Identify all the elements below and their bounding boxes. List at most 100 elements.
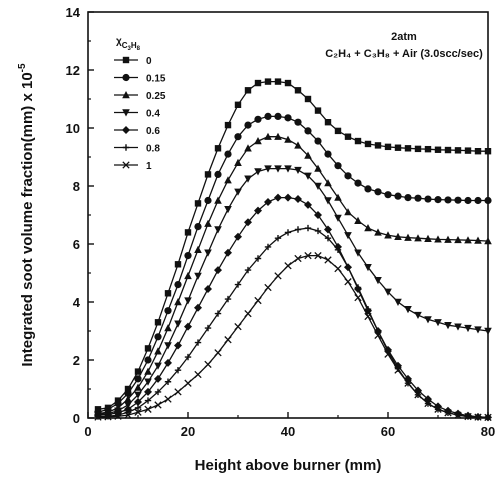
data-point bbox=[284, 79, 292, 87]
data-point bbox=[284, 262, 292, 270]
y-tick-label: 4 bbox=[73, 295, 81, 310]
y-tick-label: 6 bbox=[73, 237, 80, 252]
data-point bbox=[434, 235, 442, 243]
legend-marker bbox=[122, 91, 130, 99]
data-point bbox=[294, 254, 302, 263]
data-point bbox=[244, 175, 252, 183]
data-point bbox=[344, 133, 352, 140]
data-point bbox=[134, 404, 142, 412]
y-tick-label: 12 bbox=[66, 63, 80, 78]
data-point bbox=[194, 272, 202, 280]
data-point bbox=[384, 288, 392, 296]
legend-title: χC3H8 bbox=[116, 36, 141, 52]
data-point bbox=[474, 196, 482, 205]
data-point bbox=[314, 107, 322, 114]
data-point bbox=[464, 196, 472, 205]
data-point bbox=[234, 101, 242, 108]
data-point bbox=[194, 339, 202, 346]
data-point bbox=[464, 147, 472, 154]
data-point bbox=[394, 192, 402, 200]
data-point bbox=[124, 389, 132, 397]
data-point bbox=[134, 383, 142, 391]
data-point bbox=[164, 324, 172, 332]
series-line bbox=[97, 254, 489, 419]
series-0 bbox=[94, 78, 492, 413]
data-point bbox=[174, 281, 182, 289]
legend-item: 0.25 bbox=[114, 91, 166, 102]
data-point bbox=[214, 226, 222, 234]
x-axis-title: Height above burner (mm) bbox=[195, 457, 382, 474]
data-point bbox=[414, 311, 422, 320]
data-point bbox=[314, 137, 322, 145]
data-point bbox=[144, 345, 152, 352]
data-point bbox=[234, 281, 242, 288]
data-point bbox=[134, 368, 142, 375]
data-point bbox=[204, 219, 212, 227]
data-point bbox=[194, 223, 202, 231]
legend-title-h-sub: 8 bbox=[137, 46, 141, 52]
series-1 bbox=[94, 251, 492, 422]
data-point bbox=[264, 165, 272, 173]
data-point bbox=[224, 121, 232, 129]
data-point bbox=[404, 233, 412, 241]
legend-title-chi: χ bbox=[116, 36, 122, 47]
data-point bbox=[194, 200, 202, 207]
data-point bbox=[264, 197, 272, 206]
legend-title-c-sub: 3 bbox=[128, 46, 132, 52]
data-point bbox=[334, 162, 342, 170]
data-point bbox=[264, 132, 272, 140]
y-axis-title: Integrated soot volume fraction(mm) x 10… bbox=[17, 63, 36, 367]
data-point bbox=[244, 218, 252, 227]
data-point bbox=[224, 150, 232, 158]
data-point bbox=[234, 158, 242, 166]
data-point bbox=[304, 151, 312, 159]
data-point bbox=[374, 188, 382, 196]
data-point bbox=[274, 193, 282, 202]
data-point bbox=[364, 306, 372, 313]
x-tick-label: 60 bbox=[381, 424, 395, 439]
data-point bbox=[424, 234, 432, 242]
data-point bbox=[354, 293, 362, 302]
data-point bbox=[204, 284, 212, 293]
y-axis-title-group: Integrated soot volume fraction(mm) x 10… bbox=[17, 63, 36, 367]
data-point bbox=[374, 228, 382, 236]
data-point bbox=[244, 144, 252, 152]
data-point bbox=[234, 133, 242, 141]
data-point bbox=[354, 249, 362, 257]
data-point bbox=[234, 232, 242, 241]
x-tick-label: 80 bbox=[481, 424, 495, 439]
data-point bbox=[194, 303, 202, 312]
data-point bbox=[324, 235, 332, 242]
series-line bbox=[97, 196, 489, 419]
data-point bbox=[464, 412, 472, 421]
data-point bbox=[444, 146, 452, 154]
data-point bbox=[224, 248, 232, 257]
y-axis-title-exponent: -5 bbox=[17, 63, 28, 72]
legend-items: 0 0.15 0.25 0.4 0.6 0.8 1 bbox=[114, 56, 166, 172]
data-point bbox=[144, 356, 152, 364]
data-point bbox=[214, 196, 222, 204]
mixture-annotation: C₂H₄ + C₃H₈ + Air (3.0scc/sec) bbox=[325, 48, 483, 60]
legend-item: 0.15 bbox=[114, 74, 166, 85]
data-point bbox=[294, 141, 302, 149]
data-point bbox=[274, 272, 282, 280]
series-0-8 bbox=[94, 224, 492, 421]
data-point bbox=[254, 137, 262, 145]
data-point bbox=[384, 350, 392, 358]
data-point bbox=[254, 79, 262, 87]
data-point bbox=[304, 95, 312, 103]
legend-item: 0.6 bbox=[114, 126, 160, 137]
data-point bbox=[304, 172, 312, 180]
y-axis-title-main: Integrated soot volume fraction(mm) x 10 bbox=[19, 72, 36, 366]
data-point bbox=[154, 362, 162, 370]
data-point bbox=[244, 309, 252, 318]
data-point bbox=[124, 385, 132, 393]
data-point bbox=[354, 216, 362, 224]
data-point bbox=[324, 197, 332, 205]
legend-marker bbox=[122, 56, 130, 64]
data-point bbox=[274, 235, 282, 242]
data-point bbox=[404, 194, 412, 202]
data-point bbox=[484, 327, 492, 335]
